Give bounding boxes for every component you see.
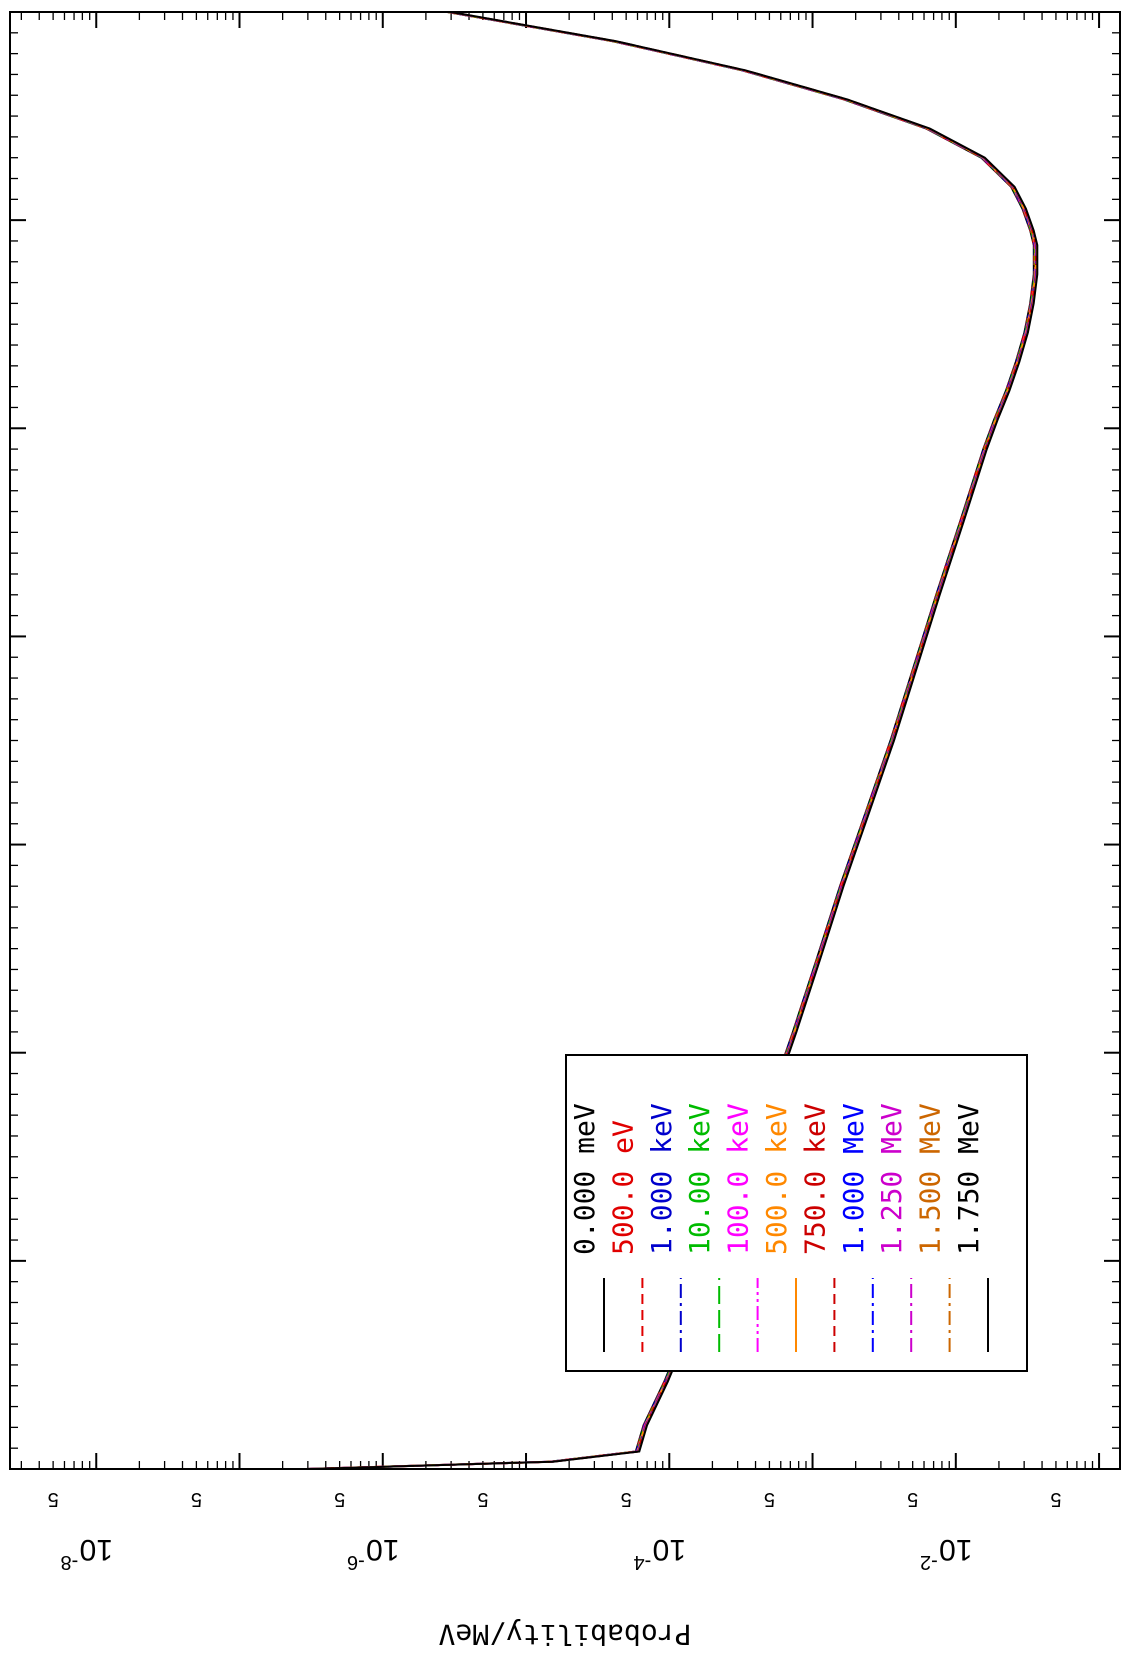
decade-exponent: -2 xyxy=(920,1551,938,1573)
y-decade-label: 10-4 xyxy=(633,1533,685,1573)
y-axis-title: Probability/MeV xyxy=(438,1618,691,1651)
decade-exponent: -6 xyxy=(347,1551,365,1573)
plot-frame xyxy=(9,11,1121,1470)
y-minor-tick-label: 5 xyxy=(477,1488,488,1510)
legend-entry-label: 500.0 eV xyxy=(606,1120,639,1255)
y-minor-tick-label: 5 xyxy=(1050,1488,1061,1510)
legend-entry-label: 500.0 keV xyxy=(760,1103,793,1255)
axis-ticks xyxy=(10,11,1120,1470)
decade-base: 10 xyxy=(939,1533,972,1566)
y-decade-label: 10-6 xyxy=(347,1533,399,1573)
legend-entry-label: 100.0 keV xyxy=(722,1103,755,1255)
legend-entry-label: 1.500 MeV xyxy=(914,1103,947,1255)
legend-entry-label: 1.000 keV xyxy=(645,1103,678,1255)
y-decade-label: 10-8 xyxy=(60,1533,112,1573)
decade-exponent: -8 xyxy=(60,1551,78,1573)
y-minor-tick-label: 5 xyxy=(48,1488,59,1510)
decade-base: 10 xyxy=(653,1533,686,1566)
y-decade-label: 10-2 xyxy=(920,1533,972,1573)
legend-entry-label: 0.000 meV xyxy=(568,1103,601,1255)
y-minor-tick-label: 5 xyxy=(907,1488,918,1510)
legend-entry-label: 1.250 MeV xyxy=(875,1103,908,1255)
y-minor-tick-label: 5 xyxy=(334,1488,345,1510)
legend-entry-label: 1.000 MeV xyxy=(837,1103,870,1255)
legend-entry-label: 1.750 MeV xyxy=(952,1103,985,1255)
decade-base: 10 xyxy=(366,1533,399,1566)
y-minor-tick-label: 5 xyxy=(621,1488,632,1510)
y-minor-tick-label: 5 xyxy=(764,1488,775,1510)
decade-exponent: -4 xyxy=(633,1551,651,1573)
legend: 0.000 meV 500.0 eV 1.000 keV 10.00 keV 100.0… xyxy=(565,1054,1028,1372)
decade-base: 10 xyxy=(80,1533,113,1566)
legend-entry-label: 750.0 keV xyxy=(798,1103,831,1255)
legend-entry-label: 10.00 keV xyxy=(683,1103,716,1255)
y-minor-tick-label: 5 xyxy=(191,1488,202,1510)
